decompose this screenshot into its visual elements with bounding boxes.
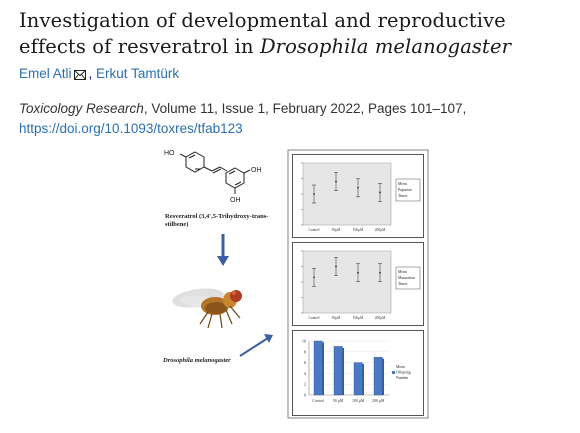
atom-oh-2: OH <box>230 197 241 204</box>
resveratrol-structure <box>179 151 251 194</box>
data-point <box>313 276 315 279</box>
x-tick-label: 200 μM <box>372 399 385 403</box>
x-tick-label: 50μM <box>332 316 342 320</box>
bar <box>373 357 383 396</box>
x-tick-label: 100 μM <box>352 399 365 403</box>
atom-oh-1: OH <box>251 167 262 174</box>
graphical-abstract: HO OH OH Resveratrol (3,4',5-Trihydroxy-… <box>160 146 440 426</box>
legend-text: Mean <box>396 365 405 369</box>
author-link-tamturk[interactable]: Erkut Tamtürk <box>96 66 180 81</box>
bar-shade <box>382 358 384 395</box>
resveratrol-label: Resveratrol (3,4',5-Trihydroxy-trans-sti… <box>165 213 269 228</box>
x-tick-label: Control <box>309 228 320 232</box>
bar-shade <box>362 364 364 395</box>
legend-text: Offspring <box>396 371 411 375</box>
plot-area <box>302 250 392 314</box>
title-text: Investigation of developmental and repro… <box>19 9 506 58</box>
atom-ho: HO <box>164 150 175 157</box>
x-tick-label: 100μM <box>353 228 364 232</box>
data-point <box>335 265 337 268</box>
graphical-abstract-figure: HO OH OH <box>164 149 429 419</box>
citation: Toxicology Research, Volume 11, Issue 1,… <box>19 99 466 139</box>
x-tick-label: Control <box>312 399 324 403</box>
bar-shade <box>342 347 344 395</box>
author-separator: , <box>88 66 97 81</box>
data-point <box>379 191 381 194</box>
x-tick-label: Control <box>309 316 320 320</box>
y-tick-label: 8 <box>304 349 306 354</box>
legend-text: Times <box>398 282 408 286</box>
x-tick-label: 100μM <box>353 316 364 320</box>
x-tick-label: 200μM <box>375 228 386 232</box>
bar <box>333 346 343 396</box>
article-title: Investigation of developmental and repro… <box>19 8 575 60</box>
x-tick-label: 50μM <box>332 228 342 232</box>
maturation-time-chart: Control 50μM 100μM 200μM Mean Maturation Times <box>292 242 424 326</box>
title-species: Drosophila melanogaster <box>259 35 512 58</box>
data-point <box>357 271 359 274</box>
legend-text: Mean <box>398 182 407 186</box>
pupation-time-chart: Control 50μM 100μM 200μM Mean Pupation Times <box>292 154 424 238</box>
y-tick-label: 0 <box>304 393 306 398</box>
data-point <box>357 186 359 189</box>
legend-text: Number <box>396 376 409 380</box>
y-tick-label: 4 <box>304 371 307 376</box>
y-tick-label: 6 <box>304 360 306 365</box>
bar <box>313 340 323 396</box>
fruit-fly-image <box>172 288 242 329</box>
legend-text: Mean <box>398 270 407 274</box>
offspring-number-chart: 0 2 4 6 8 10 Control 50 μM 100 μM 200 μM Mean Offsp… <box>292 330 424 416</box>
legend-text: Pupation <box>398 188 412 192</box>
y-tick-label: 2 <box>304 382 306 387</box>
journal-name: Toxicology Research <box>19 101 144 116</box>
legend-text: Maturation <box>398 276 415 280</box>
down-arrow-icon <box>217 234 229 266</box>
charts-frame <box>287 149 429 419</box>
legend-box <box>395 178 421 202</box>
data-point <box>335 180 337 183</box>
author-link-atli[interactable]: Emel Atli <box>19 66 72 81</box>
bar <box>353 362 363 396</box>
data-point <box>313 193 315 195</box>
fly-label: Drosophila melanogaster <box>163 357 231 364</box>
doi-link[interactable]: https://doi.org/10.1093/toxres/tfab123 <box>19 121 243 136</box>
x-tick-label: 200μM <box>375 316 386 320</box>
legend-swatch <box>392 371 395 374</box>
plot-area <box>302 162 392 226</box>
bar-shade <box>322 342 324 395</box>
x-tick-label: 50 μM <box>333 399 344 403</box>
data-point <box>379 271 381 274</box>
legend-text: Times <box>398 194 408 198</box>
author-list: Emel Atli, Erkut Tamtürk <box>19 66 179 81</box>
citation-details: , Volume 11, Issue 1, February 2022, Pag… <box>143 101 467 116</box>
diagonal-arrow-icon <box>239 334 273 357</box>
envelope-icon[interactable] <box>73 70 86 80</box>
y-tick-label: 10 <box>302 339 306 344</box>
legend-box <box>395 266 421 290</box>
